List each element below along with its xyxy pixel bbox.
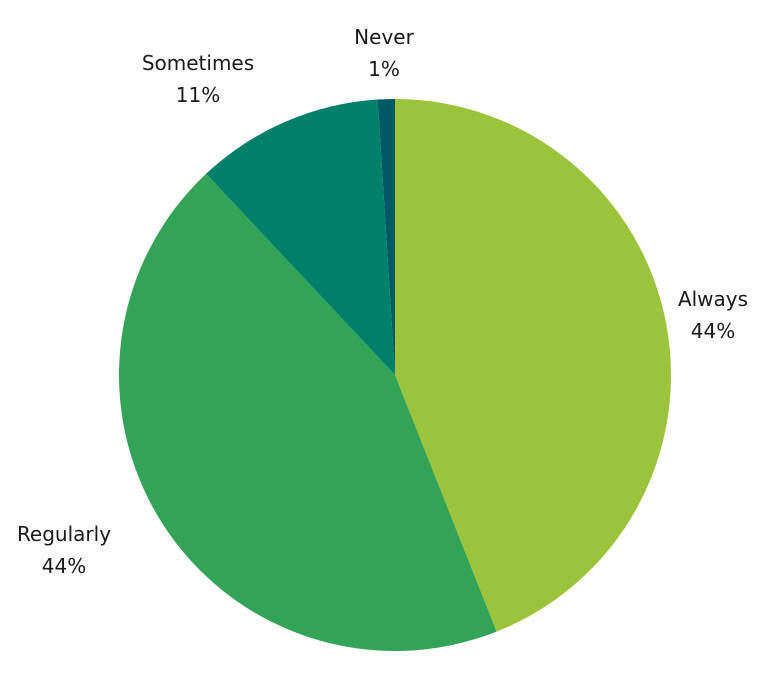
slice-value-label: 44% bbox=[42, 554, 86, 578]
slice-label: Regularly bbox=[17, 522, 111, 546]
pie-slice-sometimes bbox=[206, 99, 395, 376]
slice-label: Always bbox=[678, 287, 748, 311]
pie-slice-always bbox=[395, 99, 672, 632]
slice-label: Sometimes bbox=[142, 51, 254, 75]
pie-slice-regularly bbox=[118, 173, 497, 651]
slice-value-label: 11% bbox=[176, 83, 220, 107]
slice-label: Never bbox=[354, 25, 414, 49]
pie-slice-never bbox=[377, 99, 395, 375]
slice-value-label: 1% bbox=[368, 57, 400, 81]
slice-value-label: 44% bbox=[691, 319, 735, 343]
